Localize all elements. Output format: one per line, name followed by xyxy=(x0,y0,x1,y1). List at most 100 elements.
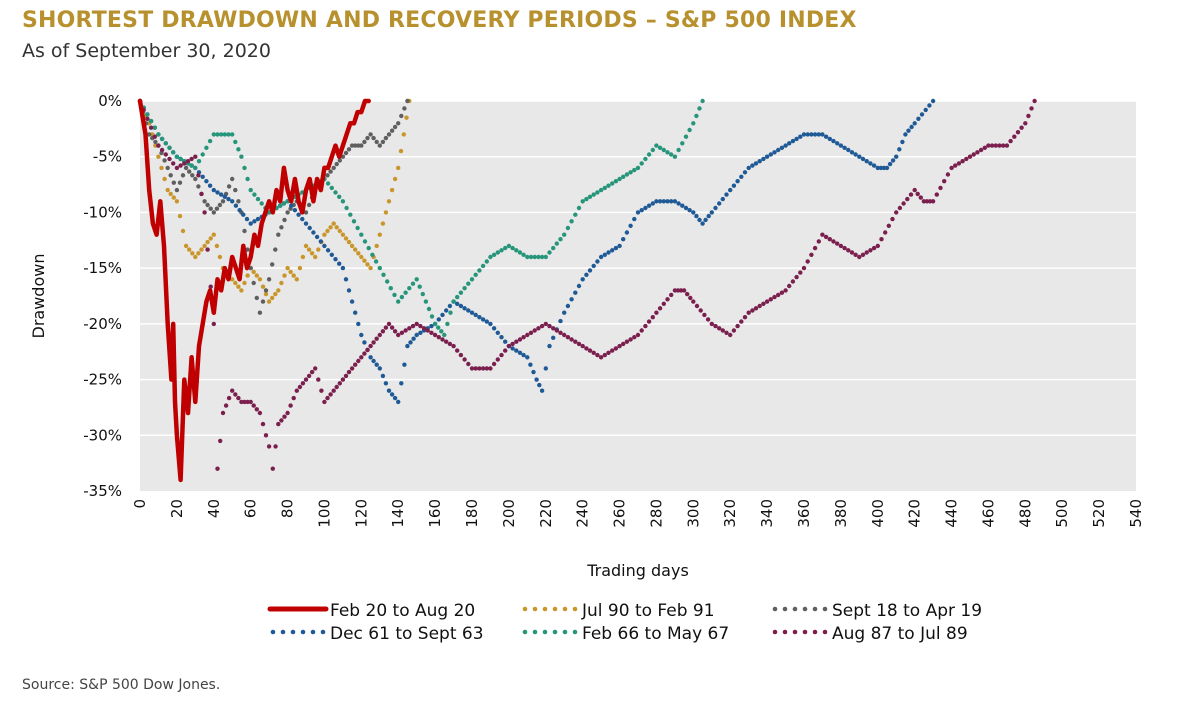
legend-swatch-dot xyxy=(792,629,798,635)
series-point xyxy=(242,280,247,286)
series-point xyxy=(215,190,220,195)
series-point xyxy=(720,328,725,333)
series-point xyxy=(311,230,316,235)
series-point xyxy=(381,272,386,277)
series-point xyxy=(739,319,744,324)
series-point xyxy=(374,243,379,249)
series-point xyxy=(801,265,807,271)
series-point xyxy=(196,251,201,256)
series-point xyxy=(632,167,637,173)
series-point xyxy=(260,299,266,304)
series-point xyxy=(178,156,183,162)
series-point xyxy=(383,210,389,215)
x-tick-label: 120 xyxy=(352,499,370,528)
series-point xyxy=(177,180,183,185)
series-point xyxy=(325,395,330,401)
series-point xyxy=(960,159,965,164)
series-point xyxy=(328,392,333,397)
series-point xyxy=(211,321,216,327)
series-point xyxy=(547,323,552,329)
series-point xyxy=(469,366,475,371)
series-point xyxy=(279,418,284,423)
series-point xyxy=(688,295,693,301)
series-point xyxy=(374,336,379,341)
series-point xyxy=(569,337,574,342)
series-point xyxy=(816,239,821,244)
series-point xyxy=(462,286,467,291)
series-point xyxy=(368,355,373,360)
series-point xyxy=(697,217,702,223)
series-point xyxy=(165,165,170,171)
series-point xyxy=(731,183,737,188)
series-point xyxy=(182,161,187,166)
series-point xyxy=(953,163,958,168)
series-point xyxy=(353,362,358,367)
series-point xyxy=(905,196,910,202)
series-point xyxy=(654,310,659,315)
series-point xyxy=(386,199,392,204)
series-point xyxy=(713,205,718,211)
series-point xyxy=(218,438,223,444)
series-point xyxy=(750,163,755,168)
series-point xyxy=(319,388,324,393)
source-note: Source: S&P 500 Dow Jones. xyxy=(22,677,221,693)
legend-swatch-dot xyxy=(772,606,778,612)
series-point xyxy=(380,221,386,226)
series-point xyxy=(257,310,263,315)
series-point xyxy=(371,340,376,345)
series-point xyxy=(853,152,858,157)
series-point xyxy=(580,199,585,204)
series-point xyxy=(171,195,176,200)
legend-swatch-dot xyxy=(822,629,828,635)
series-point xyxy=(783,143,788,148)
series-point xyxy=(916,116,921,122)
legend-swatch-dot xyxy=(802,629,808,635)
series-point xyxy=(669,152,674,157)
series-point xyxy=(491,326,497,331)
series-point xyxy=(1004,143,1010,148)
series-point xyxy=(190,251,195,256)
x-tick-label: 100 xyxy=(315,499,333,528)
series-point xyxy=(152,125,157,130)
series-point xyxy=(724,192,729,197)
series-point xyxy=(934,192,939,197)
series-point xyxy=(812,132,818,137)
series-point xyxy=(297,384,303,390)
series-point xyxy=(591,263,596,269)
series-point xyxy=(897,205,903,211)
series-point xyxy=(322,399,327,405)
series-point xyxy=(595,352,600,358)
series-point xyxy=(706,213,711,219)
series-point xyxy=(700,221,705,226)
series-point xyxy=(903,132,908,137)
series-point xyxy=(823,134,829,139)
series-point xyxy=(365,347,370,353)
series-point xyxy=(532,254,537,260)
series-point xyxy=(414,332,419,338)
series-point xyxy=(245,176,250,182)
series-point xyxy=(624,339,630,344)
legend-label: Feb 20 to Aug 20 xyxy=(330,601,475,621)
series-point xyxy=(309,251,315,256)
series-point xyxy=(407,326,412,331)
series-point xyxy=(371,135,376,141)
series-point xyxy=(205,247,210,252)
series-point xyxy=(864,159,869,164)
series-point xyxy=(303,243,309,249)
series-point xyxy=(680,203,685,208)
series-point xyxy=(373,259,379,264)
series-point xyxy=(632,216,637,222)
series-point xyxy=(709,210,714,215)
series-point xyxy=(220,410,226,416)
series-point xyxy=(665,150,670,155)
series-point xyxy=(242,399,247,405)
series-point xyxy=(255,196,261,202)
series-point xyxy=(986,143,991,148)
series-point xyxy=(217,254,223,260)
legend-swatch-dot xyxy=(522,629,528,635)
legend-swatch-dot xyxy=(300,629,306,635)
series-point xyxy=(300,216,305,222)
series-point xyxy=(680,141,685,146)
series-point xyxy=(713,323,718,329)
series-point xyxy=(356,358,361,364)
